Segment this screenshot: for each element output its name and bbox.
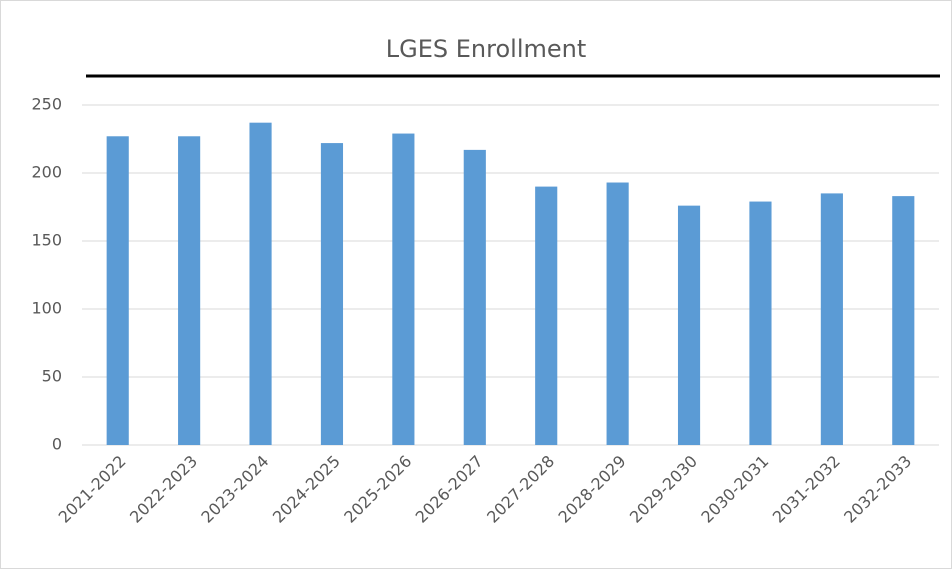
bar (892, 196, 915, 445)
bar (820, 193, 843, 445)
y-tick-label: 50 (42, 367, 62, 386)
bar (606, 182, 629, 445)
bar (677, 205, 701, 445)
chart-title: LGES Enrollment (386, 35, 587, 63)
bar (320, 143, 344, 445)
bar (392, 133, 415, 445)
bar (463, 149, 486, 445)
y-tick-label: 150 (31, 231, 62, 250)
bar (749, 201, 772, 445)
y-tick-label: 200 (31, 163, 62, 182)
bar (106, 136, 129, 445)
bar (178, 136, 201, 445)
y-tick-label: 250 (31, 95, 62, 114)
y-tick-label: 0 (52, 435, 62, 454)
y-tick-label: 100 (31, 299, 62, 318)
bar (535, 186, 558, 445)
bar (249, 122, 272, 446)
